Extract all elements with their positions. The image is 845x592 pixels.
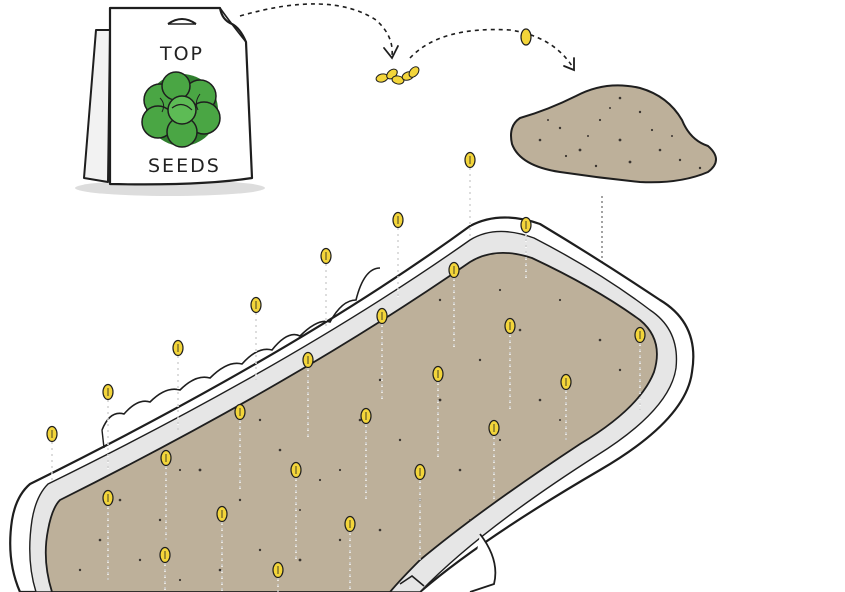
- arrowhead-2: [563, 57, 575, 72]
- arrow-packet-to-seeds: [239, 3, 393, 57]
- packet-fold: [219, 7, 247, 43]
- packet-back: [83, 29, 111, 183]
- lone-seed: [520, 28, 532, 46]
- falling-seeds: [46, 151, 646, 592]
- tray-soil: [44, 251, 658, 592]
- arrow-seeds-to-soil: [409, 28, 573, 67]
- arrowhead-1: [383, 45, 399, 60]
- lettuce-icon: [141, 71, 221, 148]
- sowing-arrows: [239, 3, 573, 67]
- packet-hang-hole: [167, 18, 197, 25]
- tray-back-wall: [101, 267, 381, 431]
- packet-top-label: TOP: [159, 43, 204, 65]
- seed-tray: [9, 216, 695, 592]
- arrow-heads: [383, 45, 575, 72]
- packet-bottom-label: SEEDS: [148, 155, 221, 177]
- seed-cluster: [375, 66, 420, 85]
- tray-front-notch: [469, 533, 497, 592]
- seed-packet: TOP SEEDS: [75, 6, 265, 196]
